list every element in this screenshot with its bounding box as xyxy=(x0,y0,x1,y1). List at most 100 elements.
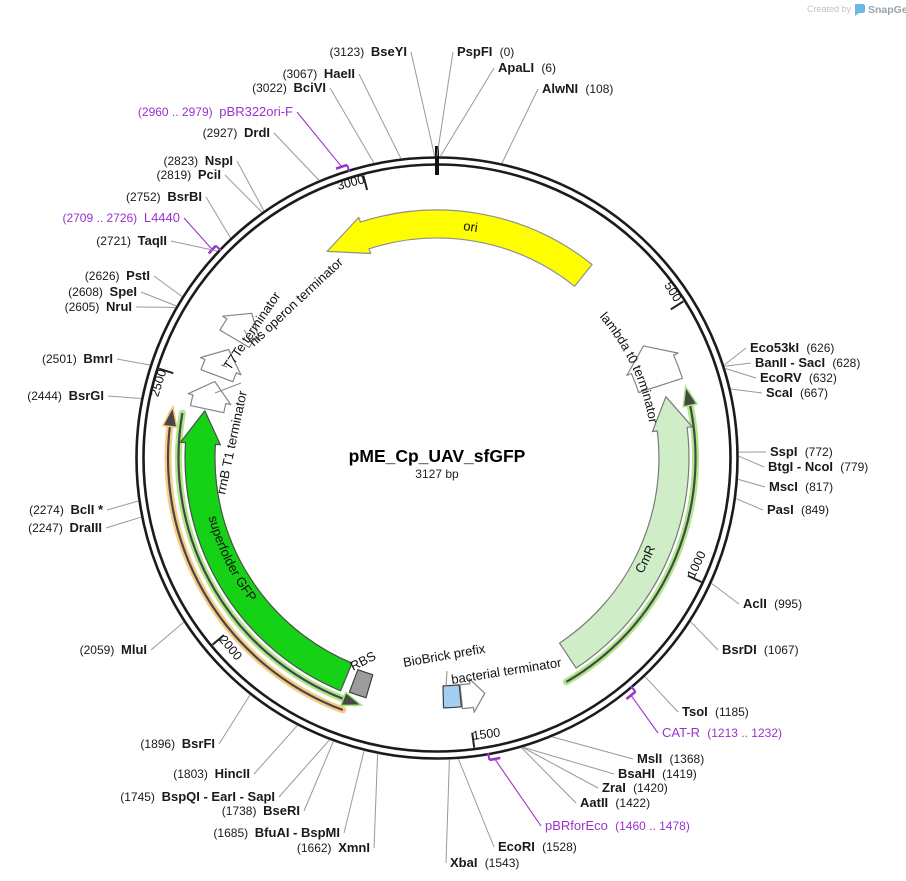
site-label-bsahi[interactable]: BsaHI (1419) xyxy=(618,766,697,781)
primer-mark-pbr322ori-f[interactable] xyxy=(335,163,348,170)
site-labels: (3123) BseYI (3067) HaeII(3022) BciVI (292… xyxy=(27,44,868,870)
site-label-bcivi[interactable]: (3022) BciVI xyxy=(252,80,326,95)
site-label-apali[interactable]: ApaLI (6) xyxy=(498,60,556,75)
site-label-bspqi-eari-sapi[interactable]: (1745) BspQI - EarI - SapI xyxy=(120,789,275,804)
site-leader-msli xyxy=(552,736,634,760)
site-label-msci[interactable]: MscI (817) xyxy=(769,479,833,494)
site-label-pcii[interactable]: (2819) PciI xyxy=(157,167,221,182)
site-label-btgi-ncoi[interactable]: BtgI - NcoI (779) xyxy=(768,459,868,474)
rbs-label[interactable]: RBS xyxy=(348,648,379,674)
plasmid-title: pME_Cp_UAV_sfGFP xyxy=(349,446,526,466)
site-leader-ecori xyxy=(458,759,495,848)
site-label-haeii[interactable]: (3067) HaeII xyxy=(283,66,355,81)
site-label-msli[interactable]: MslI (1368) xyxy=(637,751,704,766)
site-leader-bcli xyxy=(106,500,139,511)
site-label-nrui[interactable]: (2605) NruI xyxy=(65,299,132,314)
bact-term-label[interactable]: bacterial terminator xyxy=(450,655,563,687)
site-label-hincii[interactable]: (1803) HincII xyxy=(173,766,250,781)
primer-label-l4440[interactable]: (2709 .. 2726) L4440 xyxy=(62,210,180,225)
site-leader-aatii xyxy=(521,747,577,804)
site-leader-alwni xyxy=(501,88,539,164)
primer-mark-cat-r[interactable] xyxy=(625,690,637,701)
thin-arc-green-right[interactable] xyxy=(562,384,700,686)
feature-bacterial-terminator[interactable] xyxy=(459,678,486,713)
site-label-bsrbi[interactable]: (2752) BsrBI xyxy=(126,189,202,204)
site-label-draiii[interactable]: (2247) DraIII xyxy=(28,520,102,535)
site-label-spei[interactable]: (2608) SpeI xyxy=(68,284,137,299)
thin-arc-orange[interactable] xyxy=(161,404,347,714)
site-label-ecorv[interactable]: EcoRV (632) xyxy=(760,370,837,385)
feature-cmr[interactable] xyxy=(558,396,693,669)
site-label-bsrfi[interactable]: (1896) BsrFI xyxy=(140,736,215,751)
site-leader-bseyi xyxy=(410,51,436,157)
site-label-alwni[interactable]: AlwNI (108) xyxy=(542,81,613,96)
thin-arc-green-right-core xyxy=(565,393,697,683)
site-label-tsoi[interactable]: TsoI (1185) xyxy=(682,704,749,719)
site-label-nspi[interactable]: (2823) NspI xyxy=(163,153,233,168)
site-leader-xbai xyxy=(445,759,450,864)
site-label-bcli[interactable]: (2274) BclI * xyxy=(29,502,104,517)
site-label-xmni[interactable]: (1662) XmnI xyxy=(297,840,370,855)
primer-l4440[interactable]: (2709 .. 2726) L4440 xyxy=(62,210,222,255)
site-leader-pspfi xyxy=(436,51,454,157)
ori-label[interactable]: ori xyxy=(462,218,479,235)
site-label-pspfi[interactable]: PspFI (0) xyxy=(457,44,514,59)
snapgene-credit: Created by SnapGene xyxy=(807,4,906,16)
primer-label-pbrforeco[interactable]: pBRforEco (1460 .. 1478) xyxy=(545,818,690,833)
site-leader-nspi xyxy=(236,160,265,211)
site-label-bseyi[interactable]: (3123) BseYI xyxy=(330,44,408,59)
feature-rbs[interactable] xyxy=(348,669,374,699)
site-leader-bsahi xyxy=(523,746,615,775)
site-label-aatii[interactable]: AatII (1422) xyxy=(580,795,650,810)
thin-arc-green-left-core xyxy=(177,412,356,705)
site-label-bmri[interactable]: (2501) BmrI xyxy=(42,351,113,366)
primer-label-cat-r[interactable]: CAT-R (1213 .. 1232) xyxy=(662,725,782,740)
primer-leader-line xyxy=(494,758,542,827)
site-label-bseri[interactable]: (1738) BseRI xyxy=(222,803,300,818)
feature-superfolder-gfp[interactable] xyxy=(179,410,353,692)
primer-direction-tick xyxy=(215,244,222,252)
feature-lambda-t0-terminator[interactable] xyxy=(626,345,683,394)
biobrick-label[interactable]: BioBrick prefix xyxy=(402,641,487,670)
site-label-xbai[interactable]: XbaI (1543) xyxy=(450,855,519,870)
site-label-acli[interactable]: AclI (995) xyxy=(743,596,802,611)
site-label-pasi[interactable]: PasI (849) xyxy=(767,502,829,517)
site-label-bsrdi[interactable]: BsrDI (1067) xyxy=(722,642,799,657)
site-leader-btgi-ncoi xyxy=(738,455,765,468)
feature-ori[interactable] xyxy=(326,209,593,287)
site-leader-pasi xyxy=(736,498,764,511)
feature-t7te-terminator[interactable] xyxy=(199,348,242,383)
primer-pbr322ori-f[interactable]: (2960 .. 2979) pBR322ori-F xyxy=(138,104,351,172)
site-label-sspi[interactable]: SspI (772) xyxy=(770,444,833,459)
primer-label-pbr322ori-f[interactable]: (2960 .. 2979) pBR322ori-F xyxy=(138,104,293,119)
feature-biobrick-prefix[interactable] xyxy=(442,684,462,709)
site-leader-bcivi xyxy=(329,87,375,163)
site-label-eco53ki[interactable]: Eco53kI (626) xyxy=(750,340,834,355)
site-leader-bseri xyxy=(303,741,334,812)
snapgene-logo-icon xyxy=(855,4,865,16)
feature-rrnb-t1-terminator[interactable] xyxy=(187,380,232,414)
site-leader-eco53ki xyxy=(723,347,747,366)
thin-feature-arcs xyxy=(161,384,700,714)
site-label-bsrgi[interactable]: (2444) BsrGI xyxy=(27,388,104,403)
primer-pbrforeco[interactable]: pBRforEco (1460 .. 1478) xyxy=(487,752,690,833)
thin-arc-green-left[interactable] xyxy=(175,409,364,707)
thin-arc-green-left-arrowhead xyxy=(339,691,364,707)
site-label-drdi[interactable]: (2927) DrdI xyxy=(203,125,270,140)
site-label-psti[interactable]: (2626) PstI xyxy=(85,268,150,283)
site-label-taqii[interactable]: (2721) TaqII xyxy=(96,233,167,248)
site-label-ecori[interactable]: EcoRI (1528) xyxy=(498,839,577,854)
site-label-zrai[interactable]: ZraI (1420) xyxy=(602,780,668,795)
site-label-bfuai-bspmi[interactable]: (1685) BfuAI - BspMI xyxy=(213,825,340,840)
label-hooks xyxy=(214,329,448,687)
site-leader-bsrgi xyxy=(107,395,141,399)
site-label-mlui[interactable]: (2059) MluI xyxy=(80,642,147,657)
plasmid-size: 3127 bp xyxy=(415,467,459,481)
label-hook-3 xyxy=(445,670,448,687)
primer-cat-r[interactable]: CAT-R (1213 .. 1232) xyxy=(625,685,782,740)
site-label-scai[interactable]: ScaI (667) xyxy=(766,385,828,400)
his-operon-label[interactable]: his operon terminator xyxy=(246,254,347,349)
site-label-banii-saci[interactable]: BanII - SacI (628) xyxy=(755,355,860,370)
tick-1000 xyxy=(687,574,702,583)
